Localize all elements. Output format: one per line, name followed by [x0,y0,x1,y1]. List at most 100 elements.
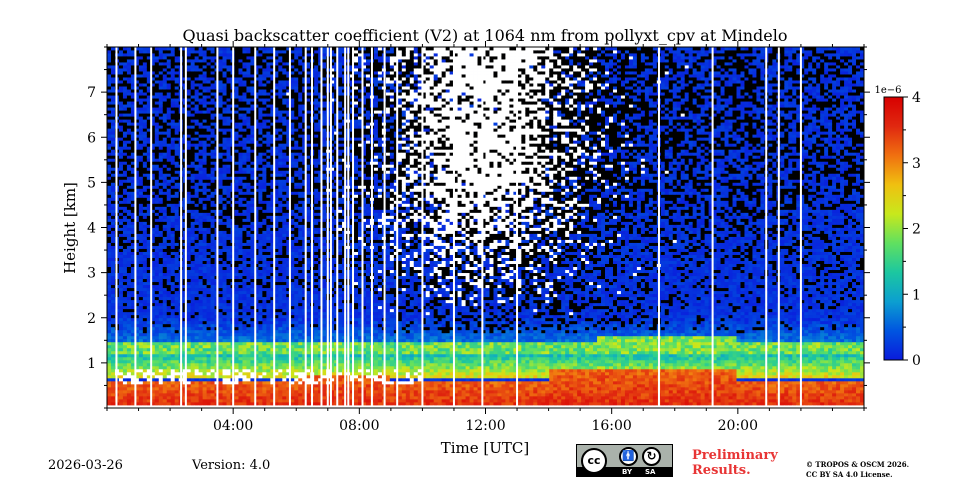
heatmap-cell [127,324,131,327]
heatmap-cell [171,134,175,137]
heatmap-cell [107,327,111,330]
heatmap-cell [155,77,159,80]
heatmap-cell [139,276,143,279]
heatmap-cell [163,348,167,351]
heatmap-cell [175,294,179,297]
heatmap-cell [123,294,127,297]
heatmap-cell [111,83,115,86]
heatmap-cell [175,237,179,240]
heatmap-cell [155,351,159,354]
heatmap-cell [143,86,147,89]
heatmap-cell [139,279,143,282]
heatmap-cell [187,258,191,261]
heatmap-cell [163,345,167,348]
heatmap-cell [167,255,171,258]
heatmap-cell [107,89,111,92]
heatmap-cell [119,384,123,387]
heatmap-cell [123,324,127,327]
heatmap-cell [155,282,159,285]
heatmap-cell [163,252,167,255]
heatmap-cell [155,83,159,86]
heatmap-cell [167,95,171,98]
heatmap-cell [175,357,179,360]
heatmap-cell [163,327,167,330]
heatmap-cell [167,77,171,80]
heatmap-cell [167,366,171,369]
heatmap-cell [191,399,195,402]
heatmap-cell [127,209,131,212]
heatmap-cell [191,209,195,212]
heatmap-cell [119,234,123,237]
heatmap-cell [191,119,195,122]
heatmap-cell [119,125,123,128]
heatmap-cell [167,152,171,155]
heatmap-cell [127,249,131,252]
heatmap-cell [163,155,167,158]
heatmap-cell [163,131,167,134]
heatmap-cell [187,237,191,240]
heatmap-cell [191,164,195,167]
heatmap-cell [123,194,127,197]
heatmap-cell [123,282,127,285]
heatmap-cell [187,122,191,125]
heatmap-cell [107,258,111,261]
heatmap-cell [175,363,179,366]
heatmap-cell [163,306,167,309]
heatmap-cell [119,197,123,200]
heatmap-cell [163,206,167,209]
heatmap-cell [171,303,175,306]
heatmap-cell [163,393,167,396]
heatmap-cell [175,170,179,173]
heatmap-cell [187,339,191,342]
heatmap-cell [187,336,191,339]
heatmap-cell [159,212,163,215]
heatmap-cell [191,101,195,104]
heatmap-cell [155,164,159,167]
heatmap-cell [139,351,143,354]
heatmap-cell [119,206,123,209]
heatmap-cell [175,285,179,288]
heatmap-cell [171,255,175,258]
heatmap-cell [123,221,127,224]
heatmap-cell [119,345,123,348]
heatmap-cell [159,396,163,399]
heatmap-cell [111,65,115,68]
heatmap-cell [171,261,175,264]
heatmap-cell [167,182,171,185]
heatmap-cell [139,176,143,179]
heatmap-cell [175,396,179,399]
heatmap-cell [107,390,111,393]
heatmap-cell [119,357,123,360]
heatmap-cell [123,77,127,80]
heatmap-cell [163,68,167,71]
heatmap-cell [191,372,195,375]
heatmap-cell [163,50,167,53]
heatmap-cell [139,318,143,321]
heatmap-cell [163,167,167,170]
heatmap-cell [159,228,163,231]
heatmap-cell [175,146,179,149]
heatmap-cell [107,384,111,387]
heatmap-cell [123,47,127,50]
heatmap-cell [127,68,131,71]
heatmap-cell [167,378,171,381]
heatmap-cell [187,303,191,306]
heatmap-cell [111,384,115,387]
heatmap-cell [111,221,115,224]
heatmap-cell [187,194,191,197]
heatmap-cell [111,324,115,327]
heatmap-cell [175,393,179,396]
heatmap-cell [143,237,147,240]
heatmap-cell [111,339,115,342]
heatmap-cell [175,215,179,218]
heatmap-cell [171,185,175,188]
heatmap-cell [139,366,143,369]
heatmap-cell [107,228,111,231]
heatmap-cell [195,396,199,399]
heatmap-cell [127,366,131,369]
heatmap-cell [139,291,143,294]
heatmap-cell [107,131,111,134]
heatmap-cell [111,98,115,101]
heatmap-cell [155,363,159,366]
heatmap-cell [175,131,179,134]
